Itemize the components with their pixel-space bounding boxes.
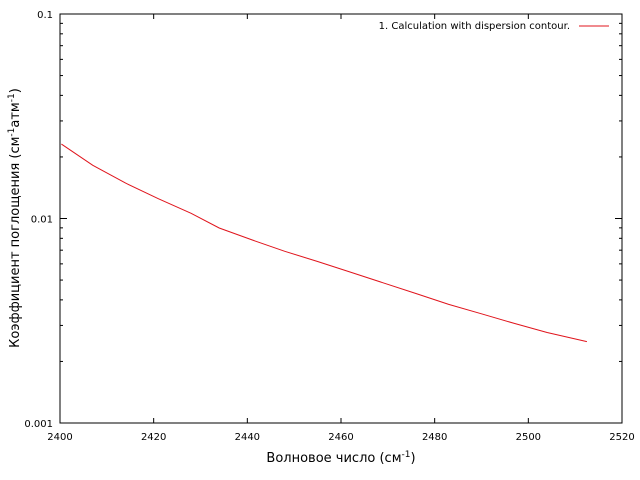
y-tick-label: 0.01 xyxy=(31,215,53,226)
y-tick-label: 0.1 xyxy=(37,10,53,21)
y-axis-title-sup-1: -1 xyxy=(7,128,17,137)
legend: 1. Calculation with dispersion contour. xyxy=(379,21,609,32)
y-axis-title-part-1: Коэффициент поглощения (см xyxy=(8,137,23,348)
x-axis-title-main: Волновое число (см xyxy=(266,451,401,466)
y-axis-title-part-3: ) xyxy=(8,88,23,93)
series-layer xyxy=(61,143,588,343)
x-axis-title-tail: ) xyxy=(410,451,415,466)
x-tick-label: 2440 xyxy=(235,432,260,443)
y-axis: 0.001 0.01 0.1 xyxy=(24,10,622,430)
y-axis-title: Коэффициент поглощения (см-1атм-1) xyxy=(7,88,23,348)
x-axis: 2400 2420 2440 2460 2480 2500 2520 xyxy=(47,14,635,443)
y-tick-label: 0.001 xyxy=(24,419,53,430)
x-tick-label: 2460 xyxy=(328,432,353,443)
y-axis-title-sup-2: -1 xyxy=(7,93,17,102)
plot-frame xyxy=(59,13,623,424)
x-tick-label: 2400 xyxy=(47,432,72,443)
x-tick-label: 2500 xyxy=(516,432,541,443)
series-line xyxy=(61,143,588,343)
x-axis-title-superscript: -1 xyxy=(402,450,411,460)
legend-label: 1. Calculation with dispersion contour. xyxy=(379,21,570,32)
x-tick-label: 2420 xyxy=(141,432,166,443)
x-tick-label: 2480 xyxy=(422,432,447,443)
y-axis-title-part-2: атм xyxy=(8,102,23,127)
x-tick-label: 2520 xyxy=(609,432,634,443)
x-axis-title: Волновое число (см-1) xyxy=(266,450,415,466)
